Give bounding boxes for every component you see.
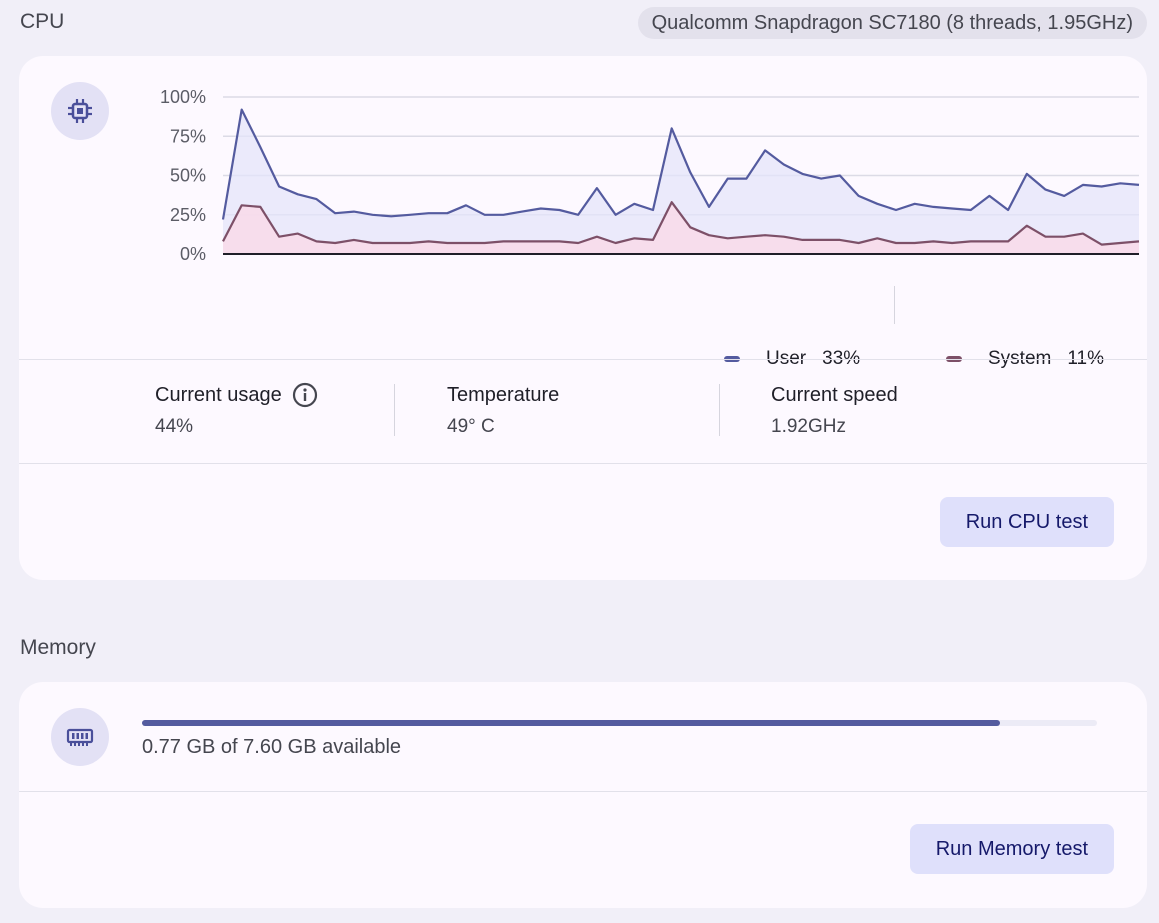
cpu-divider-top [19, 359, 1147, 360]
memory-card: 0.77 GB of 7.60 GB available Run Memory … [19, 682, 1147, 908]
cpu-card: 0% 25% 50% 75% 100% User 33% System 11% Curr… [19, 56, 1147, 580]
current-speed-stat: Current speed 1.92GHz [771, 382, 898, 438]
y-tick-label: 50% [170, 166, 206, 186]
user-line [221, 108, 1140, 220]
current-usage-label: Current usage [155, 383, 282, 406]
legend-user-label: User [766, 348, 807, 369]
memory-available-text: 0.77 GB of 7.60 GB available [142, 736, 402, 758]
temperature-label: Temperature [447, 383, 560, 406]
legend-user: User 33% [724, 348, 860, 370]
run-memory-test-button[interactable]: Run Memory test [909, 824, 1114, 874]
legend-system-label: System [988, 348, 1052, 369]
system-area [223, 202, 1139, 254]
temperature-value: 49° C [447, 416, 495, 437]
stat-separator-2 [719, 384, 720, 436]
cpu-icon [51, 82, 109, 140]
y-tick-label: 0% [180, 244, 206, 264]
current-speed-label: Current speed [771, 383, 898, 406]
cpu-usage-chart: 0% 25% 50% 75% 100% [160, 87, 1140, 264]
user-area [223, 109, 1139, 254]
memory-usage-fill [142, 720, 1000, 726]
cpu-section-title: CPU [20, 10, 65, 33]
current-speed-value: 1.92GHz [771, 416, 846, 437]
temperature-stat: Temperature 49° C [447, 382, 559, 438]
memory-icon [51, 708, 109, 766]
legend-user-value: 33% [822, 348, 861, 369]
y-tick-label: 100% [160, 87, 206, 107]
legend-system-value: 11% [1067, 348, 1104, 369]
cpu-divider-bottom [19, 463, 1147, 464]
y-tick-label: 25% [170, 205, 206, 225]
memory-usage-bar [142, 720, 1097, 726]
run-cpu-test-button[interactable]: Run CPU test [939, 497, 1114, 547]
info-icon[interactable] [292, 382, 318, 408]
current-usage-stat: Current usage 44% [155, 382, 318, 438]
y-tick-label: 75% [170, 126, 206, 146]
stat-separator-1 [394, 384, 395, 436]
memory-divider [19, 791, 1147, 792]
current-usage-value: 44% [155, 416, 194, 437]
legend-system: System 11% [946, 348, 1104, 370]
memory-section-title: Memory [20, 636, 96, 659]
legend-separator [894, 286, 895, 324]
cpu-model-chip: Qualcomm Snapdragon SC7180 (8 threads, 1… [637, 7, 1147, 39]
system-line [222, 201, 1140, 246]
